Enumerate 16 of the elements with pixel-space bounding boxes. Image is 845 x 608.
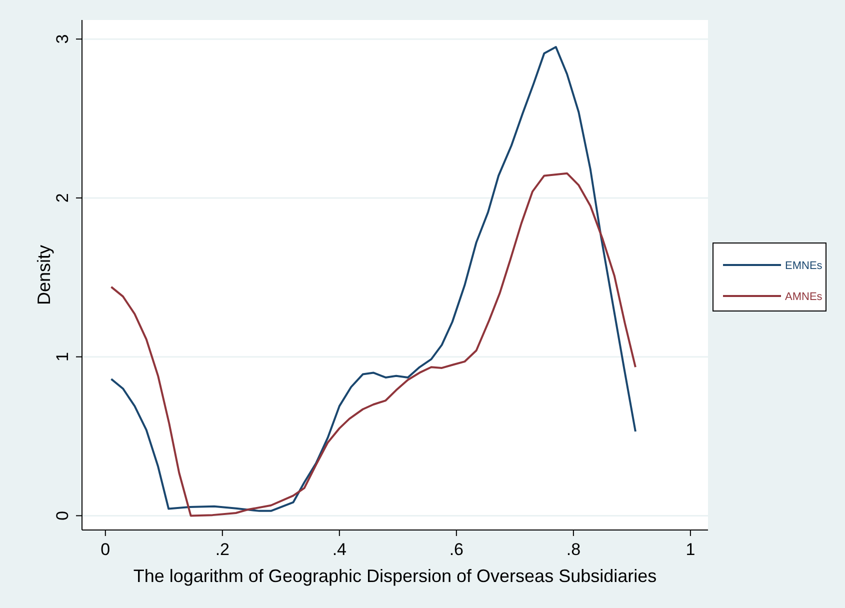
y-tick-label: 3: [53, 34, 72, 44]
y-axis-title: Density: [34, 244, 54, 306]
x-axis-title: The logarithm of Geographic Dispersion of Overseas Subsidiaries: [133, 566, 657, 586]
y-tick-label: 1: [53, 352, 72, 362]
x-tick-label: 1: [686, 540, 696, 559]
text: AMNEs: [785, 291, 823, 303]
text: EMNEs: [785, 260, 823, 272]
x-tick-label: .8: [566, 540, 581, 559]
line-series: [110, 172, 636, 517]
x-tick-label: 0: [100, 540, 110, 559]
y-tick-label: 2: [53, 193, 72, 203]
x-tick-label: .4: [332, 540, 347, 559]
y-tick-label: 0: [53, 510, 72, 520]
line-series: [110, 46, 636, 512]
x-tick-label: .2: [215, 540, 230, 559]
x-tick-label: .6: [449, 540, 464, 559]
